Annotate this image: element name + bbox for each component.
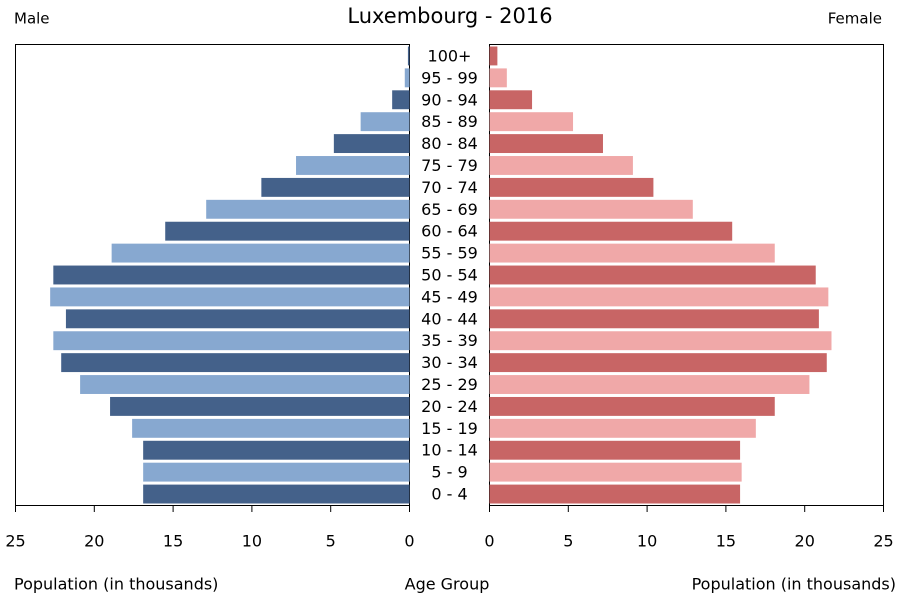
left-legend: Male — [14, 10, 50, 28]
bar — [489, 199, 693, 219]
bar — [489, 353, 827, 373]
x-tick-label: 5 — [326, 532, 336, 551]
category-label: 5 - 9 — [431, 463, 467, 482]
category-label: 10 - 14 — [421, 441, 478, 460]
bar — [489, 112, 574, 132]
category-label: 20 - 24 — [421, 397, 478, 416]
right-legend: Female — [828, 10, 882, 28]
bar — [489, 243, 775, 263]
chart-title: Luxembourg - 2016 — [347, 4, 552, 28]
bar — [489, 462, 742, 482]
category-label: 45 - 49 — [421, 287, 478, 306]
category-label: 80 - 84 — [421, 134, 478, 153]
bar — [392, 90, 410, 110]
bar — [489, 46, 498, 66]
category-label: 65 - 69 — [421, 200, 478, 219]
bar — [143, 462, 410, 482]
category-label: 90 - 94 — [421, 90, 478, 109]
x-tick-label: 25 — [5, 532, 25, 551]
x-tick-label: 15 — [163, 532, 183, 551]
bar — [143, 440, 410, 460]
bar — [489, 418, 756, 438]
bar — [80, 375, 410, 394]
bar — [333, 134, 410, 154]
bar — [296, 156, 410, 175]
x-tick-label: 20 — [84, 532, 104, 551]
bar — [206, 199, 410, 219]
bar — [489, 177, 654, 197]
bar — [489, 484, 741, 504]
category-label: 95 - 99 — [421, 68, 478, 87]
category-label: 35 - 39 — [421, 331, 478, 350]
bar — [489, 440, 741, 460]
category-label: 75 - 79 — [421, 156, 478, 175]
category-label: 100+ — [428, 46, 472, 65]
bar — [489, 309, 819, 329]
bar — [53, 265, 410, 285]
x-axis-label: Population (in thousands) — [14, 575, 218, 594]
category-label: 15 - 19 — [421, 419, 478, 438]
bar — [111, 243, 410, 263]
bar — [489, 134, 603, 154]
category-label: 30 - 34 — [421, 353, 478, 372]
category-label: 55 - 59 — [421, 244, 478, 263]
bar — [407, 46, 410, 66]
bar — [132, 418, 410, 438]
bar — [50, 287, 410, 307]
bar — [489, 265, 816, 285]
x-axis-label: Population (in thousands) — [692, 575, 896, 594]
x-tick-label: 25 — [873, 532, 893, 551]
bar — [165, 221, 410, 241]
x-tick-label: 5 — [563, 532, 573, 551]
bar — [489, 331, 832, 351]
bar — [65, 309, 410, 329]
bar — [489, 287, 829, 307]
bar — [53, 331, 410, 351]
bar — [110, 396, 410, 416]
x-tick-label: 0 — [484, 532, 494, 551]
bar — [61, 353, 410, 373]
category-label: 60 - 64 — [421, 222, 478, 241]
bar — [261, 177, 410, 197]
category-label: 40 - 44 — [421, 309, 478, 328]
category-label: 70 - 74 — [421, 178, 478, 197]
category-label: 85 - 89 — [421, 112, 478, 131]
category-label: 50 - 54 — [421, 266, 478, 285]
bar — [360, 112, 410, 132]
x-tick-label: 15 — [716, 532, 736, 551]
x-tick-label: 0 — [404, 532, 414, 551]
bar — [489, 68, 507, 88]
category-axis-label: Age Group — [405, 575, 490, 594]
category-label: 0 - 4 — [431, 485, 467, 504]
bar — [489, 396, 775, 416]
bar — [489, 221, 733, 241]
bar — [489, 375, 810, 394]
x-tick-label: 10 — [242, 532, 262, 551]
x-tick-label: 20 — [795, 532, 815, 551]
bar — [489, 90, 533, 110]
category-label: 25 - 29 — [421, 375, 478, 394]
bar — [143, 484, 410, 504]
bar — [404, 68, 410, 88]
bar — [489, 156, 633, 175]
x-tick-label: 10 — [637, 532, 657, 551]
